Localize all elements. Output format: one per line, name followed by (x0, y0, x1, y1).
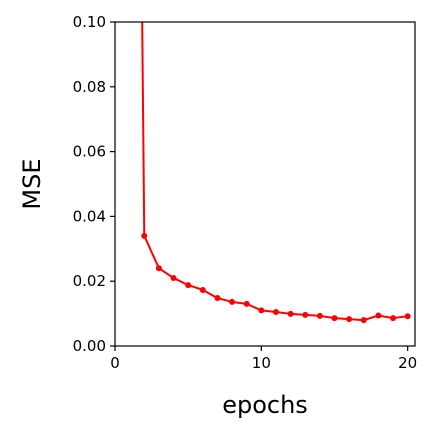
y-tick-label: 0.08 (73, 78, 106, 96)
marker (229, 298, 236, 305)
marker (272, 308, 279, 315)
marker (214, 295, 221, 302)
line (141, 22, 408, 322)
marker (390, 315, 397, 322)
marker (141, 232, 148, 239)
y-tick-label: 0.00 (73, 337, 106, 355)
marker (346, 316, 353, 323)
marker (316, 312, 323, 319)
marker (302, 311, 309, 318)
y-axis-label: MSE (18, 158, 46, 209)
marker (185, 282, 192, 289)
x-tick-label: 10 (252, 354, 271, 372)
marker (243, 300, 250, 307)
marker (170, 274, 177, 281)
x-tick-label: 20 (398, 354, 417, 372)
marker (258, 307, 265, 314)
marker (199, 286, 206, 293)
marker (155, 265, 162, 272)
x-tick-label: 0 (110, 354, 120, 372)
marker (360, 317, 367, 324)
y-tick-label: 0.04 (73, 207, 106, 225)
marker (331, 315, 338, 322)
y-tick-label: 0.02 (73, 272, 106, 290)
marker (375, 312, 382, 319)
plot-frame (114, 21, 416, 347)
marker (404, 313, 411, 320)
plot-area (141, 22, 411, 324)
y-tick-label: 0.06 (73, 143, 106, 161)
marker (287, 310, 294, 317)
x-axis-label: epochs (222, 391, 308, 419)
y-tick-label: 0.10 (73, 13, 106, 31)
